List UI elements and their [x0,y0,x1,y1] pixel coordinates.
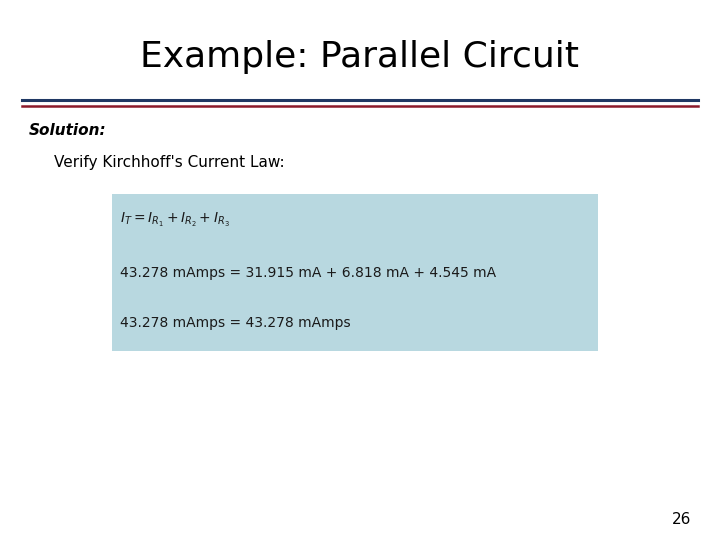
FancyBboxPatch shape [112,194,598,351]
Text: 43.278 mAmps = 43.278 mAmps: 43.278 mAmps = 43.278 mAmps [120,316,351,330]
Text: Solution:: Solution: [29,123,107,138]
Text: $\mathit{I}_T = \mathit{I}_{R_1} + \mathit{I}_{R_2} + \mathit{I}_{R_3}$: $\mathit{I}_T = \mathit{I}_{R_1} + \math… [120,211,230,230]
Text: 26: 26 [672,511,691,526]
Text: 43.278 mAmps = 31.915 mA + 6.818 mA + 4.545 mA: 43.278 mAmps = 31.915 mA + 6.818 mA + 4.… [120,266,496,280]
Text: Example: Parallel Circuit: Example: Parallel Circuit [140,40,580,73]
Text: Verify Kirchhoff's Current Law:: Verify Kirchhoff's Current Law: [54,154,284,170]
